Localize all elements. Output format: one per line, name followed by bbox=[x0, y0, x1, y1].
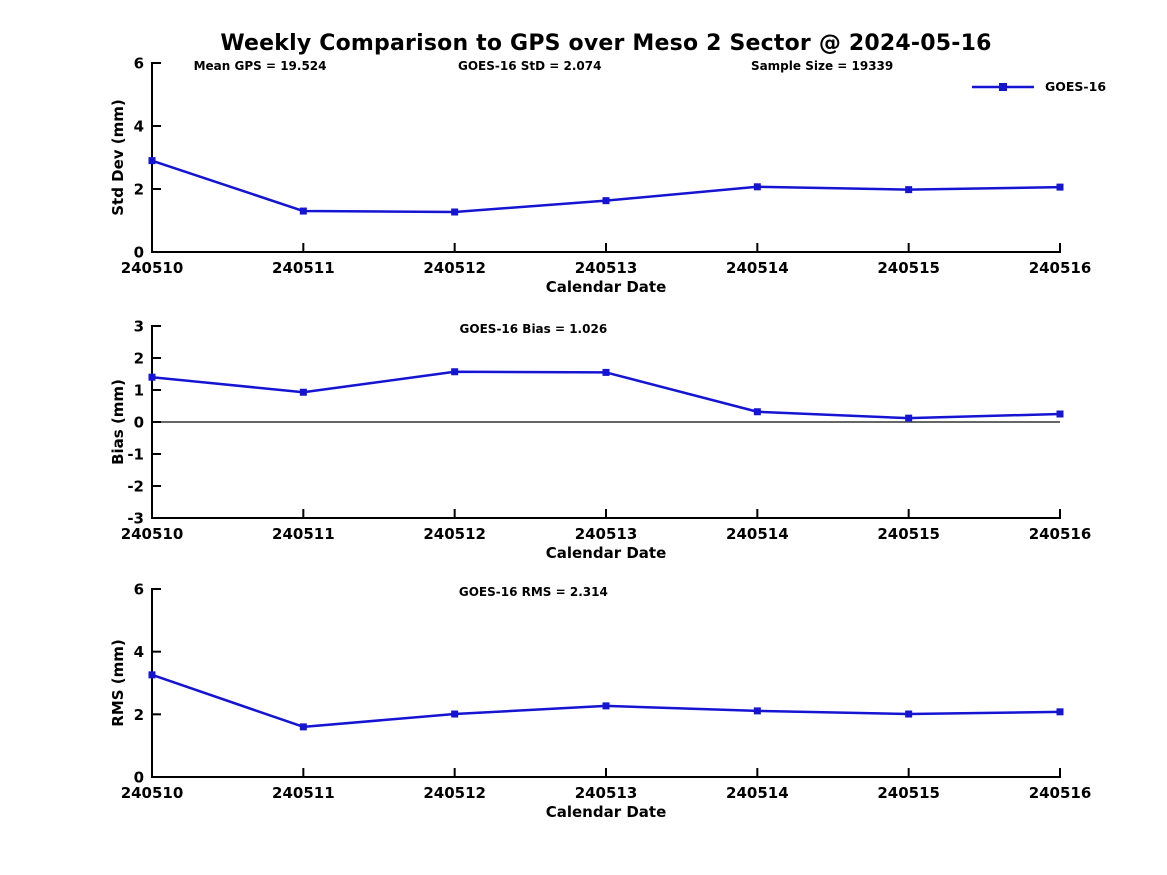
y-tick-label: 3 bbox=[134, 318, 144, 336]
data-point-marker bbox=[1056, 708, 1064, 716]
y-tick-label: 2 bbox=[134, 706, 144, 724]
y-tick-label: -1 bbox=[127, 446, 144, 464]
legend-square-marker-icon bbox=[999, 82, 1007, 91]
figure-title: Weekly Comparison to GPS over Meso 2 Sec… bbox=[220, 31, 992, 56]
y-axis-title: Std Dev (mm) bbox=[109, 99, 127, 216]
series-line bbox=[151, 370, 1061, 420]
data-point-marker bbox=[148, 671, 156, 679]
chart-rms: 0 2 4 6 240510 240511 240512 240513 240514 240515… bbox=[109, 581, 1091, 822]
x-tick-label: 240510 bbox=[121, 784, 184, 802]
data-point-marker bbox=[148, 157, 156, 165]
y-axis-title: RMS (mm) bbox=[109, 639, 127, 726]
data-point-marker bbox=[299, 388, 307, 396]
x-tick-label: 240513 bbox=[575, 259, 638, 277]
x-tick-label: 240511 bbox=[272, 525, 335, 543]
legend-line-sample bbox=[972, 82, 1034, 91]
series-line bbox=[151, 159, 1061, 214]
y-tick-label: 2 bbox=[134, 181, 144, 199]
x-tick-label: 240510 bbox=[121, 259, 184, 277]
data-point-marker bbox=[602, 702, 610, 710]
chart-annotation: GOES-16 StD = 2.074 bbox=[458, 59, 601, 73]
y-tick-label: 6 bbox=[134, 55, 144, 73]
y-tick-label: 2 bbox=[134, 350, 144, 368]
series-line bbox=[151, 673, 1061, 729]
x-tick-label: 240511 bbox=[272, 784, 335, 802]
y-tick-label: -2 bbox=[127, 478, 144, 496]
legend-label: GOES-16 bbox=[1045, 79, 1107, 94]
data-point-marker bbox=[753, 408, 761, 416]
y-tick-label: -3 bbox=[127, 510, 144, 528]
data-point-marker bbox=[451, 208, 459, 216]
y-tick-label: 0 bbox=[134, 414, 144, 432]
data-point-marker bbox=[451, 710, 459, 718]
y-tick-label: 0 bbox=[134, 244, 144, 262]
y-axis-title: Bias (mm) bbox=[109, 379, 127, 465]
x-tick-label: 240512 bbox=[423, 784, 486, 802]
chart-annotation: Sample Size = 19339 bbox=[751, 59, 893, 73]
x-tick-label: 240514 bbox=[726, 259, 789, 277]
chart-bias: -3 -2 -1 0 1 2 3 240510 240511 240512 240513 240514… bbox=[109, 318, 1091, 563]
data-point-marker bbox=[905, 186, 913, 194]
x-tick-label: 240516 bbox=[1029, 259, 1092, 277]
y-tick-label: 6 bbox=[134, 581, 144, 599]
x-tick-label: 240515 bbox=[877, 259, 940, 277]
data-point-marker bbox=[905, 414, 913, 422]
x-axis-title: Calendar Date bbox=[546, 278, 667, 296]
data-point-marker bbox=[299, 207, 307, 215]
data-point-marker bbox=[753, 707, 761, 715]
chart-annotation: GOES-16 Bias = 1.026 bbox=[460, 322, 608, 336]
x-tick-label: 240515 bbox=[877, 525, 940, 543]
y-tick-label: 1 bbox=[134, 382, 144, 400]
x-tick-label: 240513 bbox=[575, 784, 638, 802]
chart-std-dev: 0 2 4 6 240510 240511 240512 240513 240514 240515… bbox=[109, 55, 1091, 297]
y-tick-label: 4 bbox=[134, 118, 144, 136]
data-point-marker bbox=[905, 710, 913, 718]
x-tick-label: 240513 bbox=[575, 525, 638, 543]
x-tick-label: 240514 bbox=[726, 525, 789, 543]
x-axis-title: Calendar Date bbox=[546, 803, 667, 821]
x-tick-label: 240512 bbox=[423, 525, 486, 543]
data-point-marker bbox=[1056, 183, 1064, 191]
x-tick-label: 240515 bbox=[877, 784, 940, 802]
data-point-marker bbox=[451, 368, 459, 376]
data-point-marker bbox=[299, 723, 307, 731]
data-point-marker bbox=[602, 197, 610, 205]
data-point-marker bbox=[1056, 410, 1064, 418]
x-tick-label: 240516 bbox=[1029, 525, 1092, 543]
chart-annotation: GOES-16 RMS = 2.314 bbox=[459, 585, 608, 599]
x-tick-label: 240516 bbox=[1029, 784, 1092, 802]
x-tick-label: 240512 bbox=[423, 259, 486, 277]
chart-annotation: Mean GPS = 19.524 bbox=[194, 59, 327, 73]
x-tick-label: 240511 bbox=[272, 259, 335, 277]
legend: GOES-16 bbox=[970, 79, 1106, 94]
x-axis-title: Calendar Date bbox=[546, 544, 667, 562]
x-tick-label: 240510 bbox=[121, 525, 184, 543]
data-point-marker bbox=[753, 183, 761, 191]
data-point-marker bbox=[602, 368, 610, 376]
y-tick-label: 4 bbox=[134, 643, 144, 661]
x-tick-label: 240514 bbox=[726, 784, 789, 802]
y-tick-label: 0 bbox=[134, 769, 144, 787]
data-point-marker bbox=[148, 373, 156, 381]
